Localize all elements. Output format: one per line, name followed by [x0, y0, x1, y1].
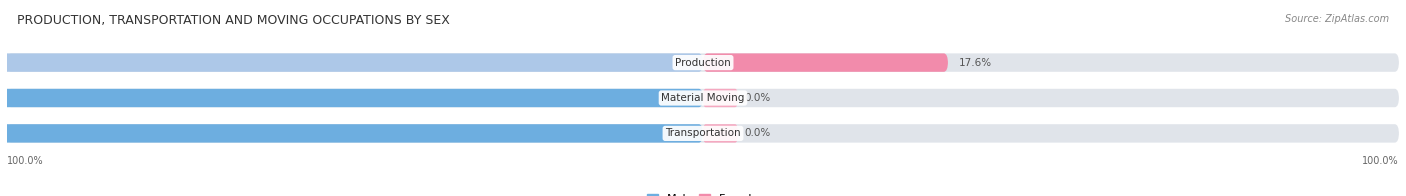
FancyBboxPatch shape — [0, 89, 703, 107]
Text: PRODUCTION, TRANSPORTATION AND MOVING OCCUPATIONS BY SEX: PRODUCTION, TRANSPORTATION AND MOVING OC… — [17, 14, 450, 27]
Legend: Male, Female: Male, Female — [647, 194, 759, 196]
FancyBboxPatch shape — [703, 89, 738, 107]
Text: 17.6%: 17.6% — [959, 58, 993, 68]
FancyBboxPatch shape — [703, 124, 738, 143]
FancyBboxPatch shape — [0, 124, 703, 143]
Text: Transportation: Transportation — [665, 128, 741, 138]
FancyBboxPatch shape — [7, 89, 1399, 107]
Text: Source: ZipAtlas.com: Source: ZipAtlas.com — [1285, 14, 1389, 24]
Text: Production: Production — [675, 58, 731, 68]
Text: 0.0%: 0.0% — [745, 128, 770, 138]
Text: Material Moving: Material Moving — [661, 93, 745, 103]
FancyBboxPatch shape — [7, 53, 1399, 72]
FancyBboxPatch shape — [703, 53, 948, 72]
FancyBboxPatch shape — [0, 53, 703, 72]
Text: 100.0%: 100.0% — [1362, 156, 1399, 166]
Text: 0.0%: 0.0% — [745, 93, 770, 103]
Text: 100.0%: 100.0% — [7, 156, 44, 166]
FancyBboxPatch shape — [7, 124, 1399, 143]
